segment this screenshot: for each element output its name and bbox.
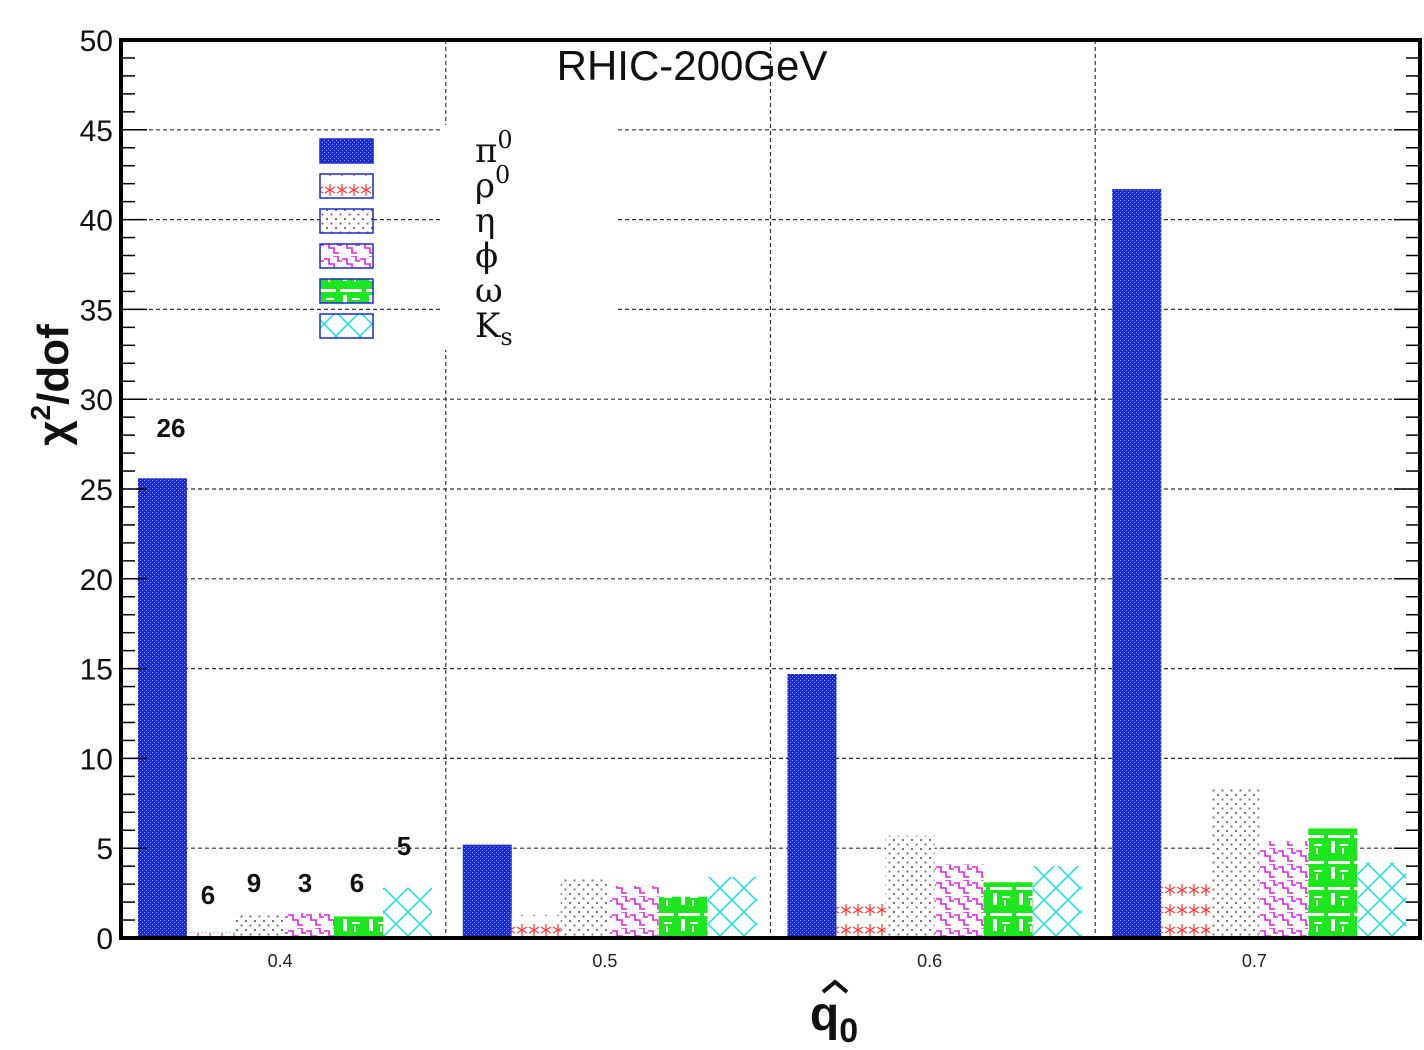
y-tick-label-30: 30	[80, 384, 113, 417]
legend-box	[440, 125, 618, 350]
y-tick-label-15: 15	[80, 654, 113, 687]
bar-s2-c3	[1210, 787, 1260, 938]
bar-s0-c0	[138, 478, 187, 938]
legend-label-0: π0	[475, 126, 513, 171]
chart-title: RHIC-200GeV	[557, 42, 828, 89]
bar-s2-c0	[236, 912, 285, 938]
legend-swatch-0	[319, 138, 374, 164]
legend-label-5: Ks	[475, 306, 513, 351]
bar-s5-c0	[383, 887, 432, 938]
bar-s2-c2	[885, 835, 935, 938]
y-tick-label-5: 5	[96, 833, 113, 866]
bars	[138, 189, 1407, 938]
bar-s4-c2	[983, 882, 1033, 938]
annotation-2: 9	[247, 868, 261, 898]
y-tick-label-45: 45	[80, 115, 113, 148]
annotation-3: 3	[298, 868, 312, 898]
y-axis-label: χ2/dof	[25, 324, 78, 446]
bar-s4-c3	[1308, 828, 1358, 938]
svg-text:q0: q0	[810, 988, 858, 1050]
bar-annotations: 26 6 9 3 6 5	[157, 413, 412, 910]
x-axis-label: q0	[810, 979, 858, 1050]
legend-swatch-1	[319, 173, 374, 199]
annotation-1: 6	[201, 880, 215, 910]
annotation-5: 5	[397, 831, 411, 861]
legend-swatch-5	[319, 313, 374, 339]
axes	[119, 38, 1422, 940]
annotation-4: 6	[350, 868, 364, 898]
y-tick-label-50: 50	[80, 25, 113, 58]
y-axis-label-rest: /dof	[29, 324, 78, 405]
bar-s2-c1	[560, 878, 610, 938]
bar-s4-c0	[334, 916, 383, 938]
bar-s5-c1	[707, 876, 757, 938]
x-tick-label-1: 0.5	[592, 951, 617, 971]
y-axis-label-sup: 2	[25, 405, 56, 421]
bar-s0-c2	[787, 673, 837, 938]
legend-label-3: ϕ	[475, 236, 498, 276]
bar-s3-c3	[1259, 841, 1309, 938]
legend-label-2: η	[475, 201, 495, 241]
y-tick-label-40: 40	[80, 205, 113, 238]
bar-s5-c3	[1357, 862, 1407, 938]
bar-s3-c0	[285, 912, 334, 938]
svg-text:χ2/dof: χ2/dof	[25, 324, 78, 446]
bar-s3-c2	[934, 864, 984, 938]
bar-s1-c0	[187, 932, 236, 938]
x-axis-label-sub: 0	[839, 1012, 858, 1050]
y-tick-label-0: 0	[96, 923, 113, 956]
bar-s0-c3	[1112, 189, 1162, 938]
legend-swatch-4	[319, 278, 374, 304]
x-axis-label-q: q	[810, 988, 839, 1041]
y-tick-label-10: 10	[80, 743, 113, 776]
legend-label-4: ω	[475, 271, 503, 311]
bar-s1-c3	[1161, 880, 1211, 938]
legend-swatch-2	[319, 208, 374, 234]
bar-s0-c1	[462, 844, 512, 938]
x-axis-label-hat	[821, 979, 849, 994]
y-axis-label-text: χ	[29, 420, 78, 446]
y-tick-label-25: 25	[80, 474, 113, 507]
bar-s1-c1	[511, 914, 561, 938]
legend-label-1: ρ0	[475, 161, 510, 206]
y-tick-label-20: 20	[80, 564, 113, 597]
bar-s1-c2	[836, 896, 886, 938]
y-tick-labels: 0 5 10 15 20 25 30 35 40 45 50	[80, 25, 113, 956]
x-tick-label-3: 0.7	[1242, 951, 1267, 971]
bar-s3-c1	[609, 885, 659, 938]
annotation-0: 26	[157, 413, 186, 443]
x-tick-label-2: 0.6	[917, 951, 942, 971]
x-tick-labels: 0.4 0.5 0.6 0.7	[268, 951, 1267, 971]
x-tick-label-0: 0.4	[268, 951, 293, 971]
y-tick-label-35: 35	[80, 294, 113, 327]
bar-s5-c2	[1032, 866, 1082, 938]
legend-swatch-3	[319, 243, 374, 269]
bar-s4-c1	[658, 896, 708, 938]
